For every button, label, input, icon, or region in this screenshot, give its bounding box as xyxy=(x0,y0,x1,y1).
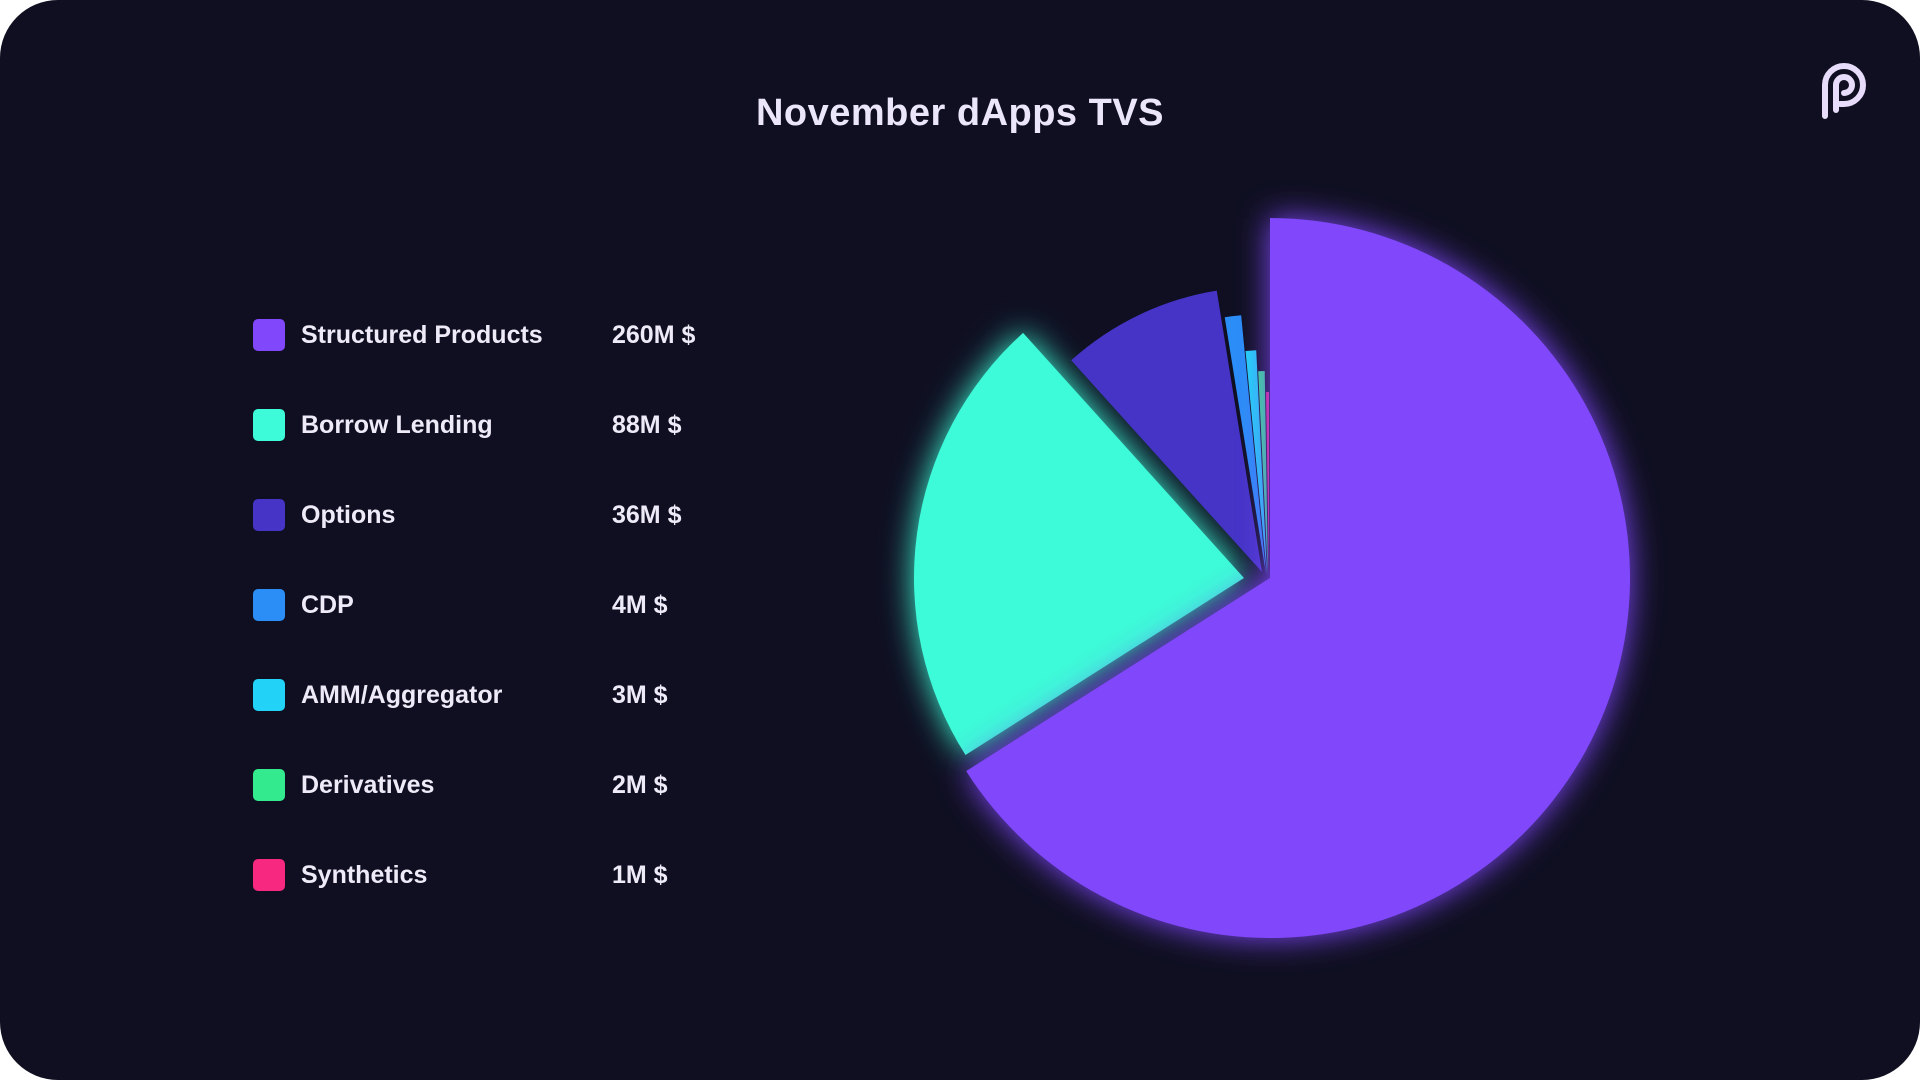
legend-item-borrow-lending: Borrow Lending 88M $ xyxy=(253,380,773,470)
pie-slice-amm-aggregator xyxy=(1245,350,1267,575)
legend-item-amm-aggregator: AMM/Aggregator 3M $ xyxy=(253,650,773,740)
legend-label: Borrow Lending xyxy=(301,410,493,439)
legend-swatch xyxy=(253,319,285,351)
legend-label: AMM/Aggregator xyxy=(301,680,503,709)
pie-slice-synthetics xyxy=(1266,392,1269,577)
chart-title: November dApps TVS xyxy=(755,92,1165,134)
legend-label: Derivatives xyxy=(301,770,435,799)
pie-slice-structured-products xyxy=(966,218,1630,938)
pie-slice-derivatives xyxy=(1258,371,1268,576)
legend-value: 88M $ xyxy=(612,410,682,439)
legend-label: CDP xyxy=(301,590,354,619)
legend-label: Options xyxy=(301,500,396,529)
legend-swatch xyxy=(253,859,285,891)
legend-value: 3M $ xyxy=(612,680,668,709)
pie-slice-borrow-lending xyxy=(914,332,1244,756)
legend-swatch xyxy=(253,679,285,711)
pie-slice-cdp xyxy=(1224,315,1266,574)
pie-chart xyxy=(914,218,1630,938)
legend-swatch xyxy=(253,589,285,621)
p-logo-icon xyxy=(1822,63,1866,119)
pie-slice-options xyxy=(1071,290,1262,572)
legend-label: Structured Products xyxy=(301,320,543,349)
legend-value: 4M $ xyxy=(612,590,668,619)
legend-value: 1M $ xyxy=(612,860,668,889)
legend-swatch xyxy=(253,499,285,531)
legend: Structured Products 260M $ Borrow Lendin… xyxy=(253,290,773,920)
legend-item-options: Options 36M $ xyxy=(253,470,773,560)
legend-item-cdp: CDP 4M $ xyxy=(253,560,773,650)
legend-item-structured-products: Structured Products 260M $ xyxy=(253,290,773,380)
legend-value: 36M $ xyxy=(612,500,682,529)
legend-item-synthetics: Synthetics 1M $ xyxy=(253,830,773,920)
legend-value: 260M $ xyxy=(612,320,696,349)
legend-swatch xyxy=(253,409,285,441)
legend-swatch xyxy=(253,769,285,801)
legend-label: Synthetics xyxy=(301,860,428,889)
legend-value: 2M $ xyxy=(612,770,668,799)
legend-item-derivatives: Derivatives 2M $ xyxy=(253,740,773,830)
